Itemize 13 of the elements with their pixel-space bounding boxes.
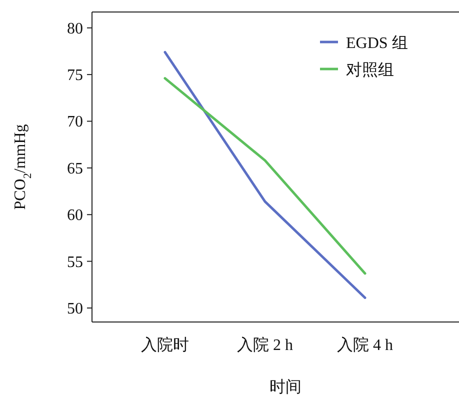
x-tick-label: 入院 4 h — [337, 336, 393, 354]
y-tick-label: 50 — [67, 300, 83, 318]
y-tick-label: 70 — [67, 114, 83, 131]
y-tick-label: 65 — [67, 160, 83, 178]
legend-label: EGDS 组 — [346, 35, 408, 52]
x-tick-label: 入院 2 h — [237, 336, 293, 354]
x-tick-label: 入院时 — [141, 336, 189, 354]
y-tick-label: 60 — [67, 207, 83, 224]
legend-label: 对照组 — [346, 61, 394, 79]
x-axis-title: 时间 — [270, 378, 302, 396]
y-tick-label: 80 — [67, 20, 83, 38]
y-tick-label: 75 — [67, 67, 83, 84]
y-tick-label: 55 — [67, 254, 83, 271]
